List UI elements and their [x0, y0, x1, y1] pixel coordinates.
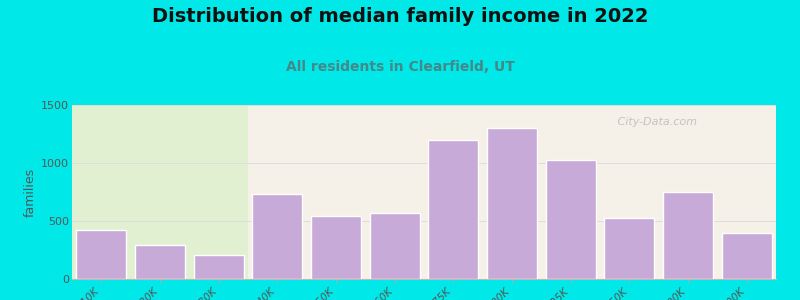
Bar: [311, 216, 361, 279]
Bar: [135, 245, 185, 279]
Bar: [487, 128, 537, 279]
Text: All residents in Clearfield, UT: All residents in Clearfield, UT: [286, 60, 514, 74]
Bar: [546, 160, 595, 279]
Bar: [429, 140, 478, 279]
Bar: [663, 192, 713, 279]
Text: City-Data.com: City-Data.com: [614, 117, 697, 127]
Bar: [605, 218, 654, 279]
Bar: [77, 230, 126, 279]
Bar: [370, 213, 419, 279]
Bar: [722, 232, 771, 279]
Bar: [194, 255, 243, 279]
Bar: [72, 105, 248, 279]
Y-axis label: families: families: [24, 167, 37, 217]
Bar: [253, 194, 302, 279]
Text: Distribution of median family income in 2022: Distribution of median family income in …: [152, 8, 648, 26]
